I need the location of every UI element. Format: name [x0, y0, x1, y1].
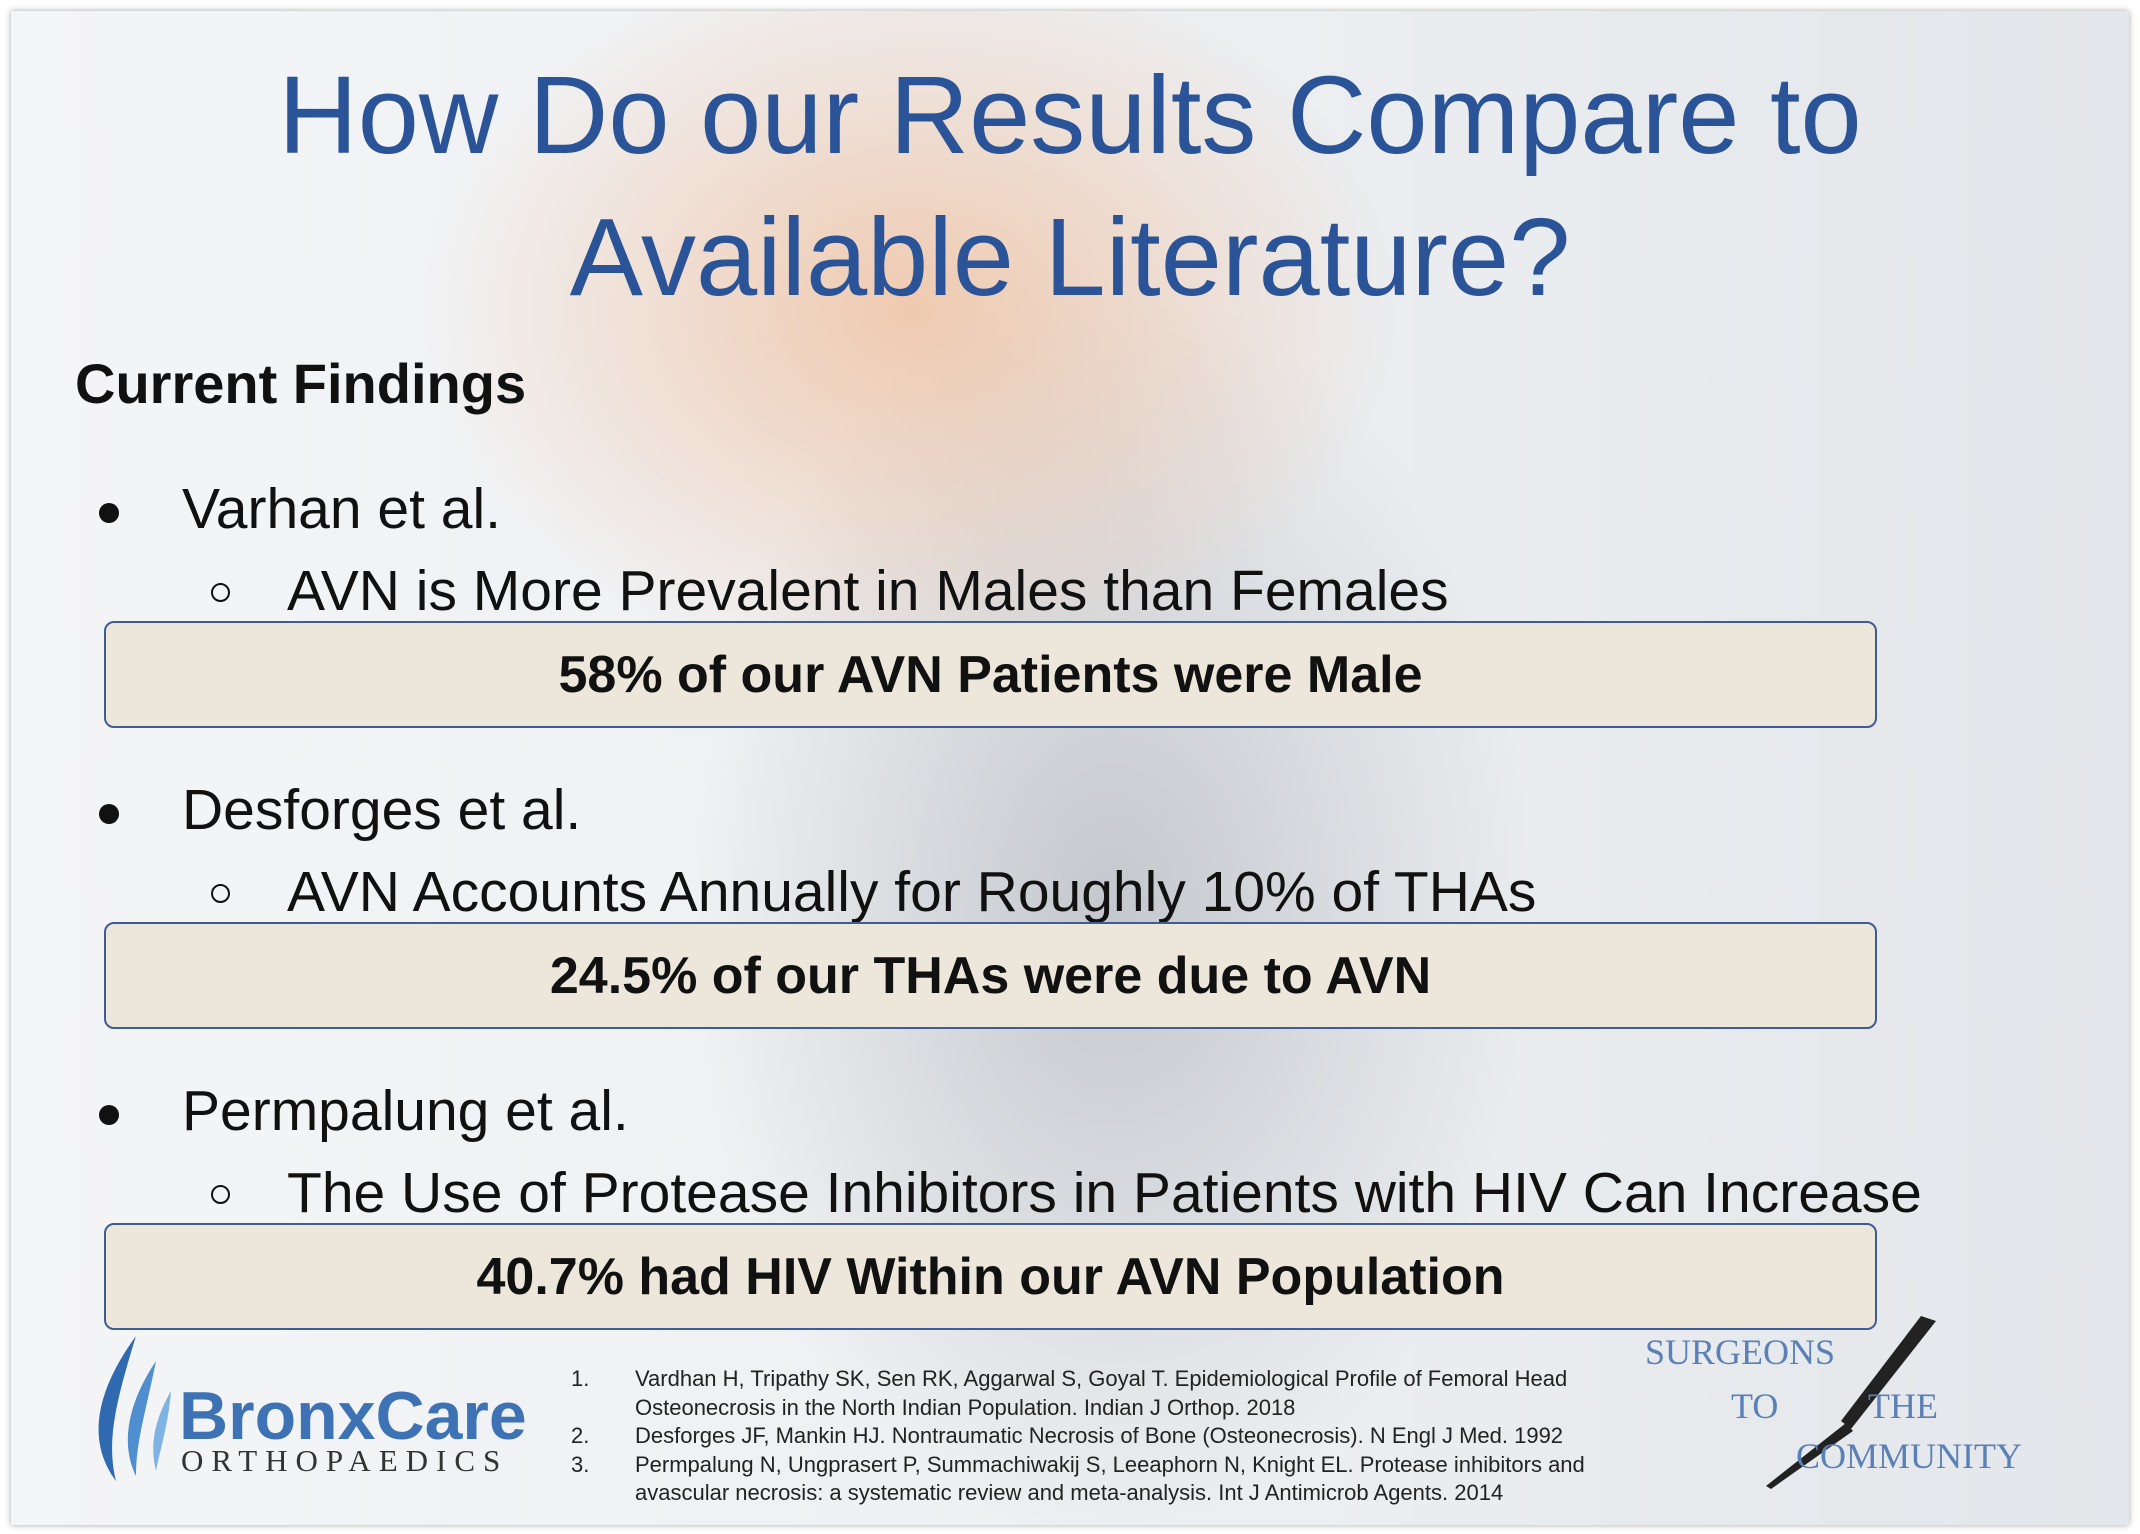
bullet: [99, 1105, 119, 1125]
sub-bullet: [211, 1185, 230, 1204]
reference-text: Desforges JF, Mankin HJ. Nontraumatic Ne…: [635, 1423, 1564, 1448]
reference-text: Osteonecrosis in the North Indian Popula…: [635, 1394, 1296, 1420]
title-line: Available Literature?: [569, 196, 1571, 319]
reference-text: avascular necrosis: a systematic review …: [635, 1480, 1504, 1505]
reference-text: Vardhan H, Tripathy SK, Sen RK, Aggarwal…: [635, 1366, 1568, 1391]
reference-number: 2.: [571, 1423, 590, 1448]
logo-name: BronxCare: [179, 1378, 527, 1454]
author: Permpalung et al.: [182, 1079, 629, 1143]
finding: AVN is More Prevalent in Males than Fema…: [287, 559, 1449, 623]
result-box: 24.5% of our THAs were due to AVN: [104, 922, 1877, 1029]
finding: AVN Accounts Annually for Roughly 10% of…: [287, 860, 1537, 924]
bullet: [99, 804, 119, 824]
result-box: 40.7% had HIV Within our AVN Population: [104, 1223, 1877, 1330]
author: Desforges et al.: [182, 778, 582, 842]
logo-text: THE: [1868, 1386, 1938, 1426]
logo-subtitle: ORTHOPAEDICS: [181, 1443, 509, 1478]
author: Varhan et al.: [182, 477, 501, 541]
logo-text: TO: [1731, 1386, 1779, 1426]
logo-text: SURGEONS: [1645, 1332, 1836, 1372]
logo-text: COMMUNITY: [1796, 1436, 2023, 1476]
sub-bullet: [211, 583, 230, 602]
bullet: [99, 503, 119, 523]
slide: How Do our Results Compare to Available …: [11, 11, 2129, 1525]
reference-number: 3.: [571, 1451, 590, 1477]
title-line: How Do our Results Compare to: [278, 54, 1862, 177]
reference-number: 1.: [571, 1366, 590, 1391]
reference-text: Permpalung N, Ungprasert P, Summachiwaki…: [635, 1451, 1585, 1477]
scalpel-icon: [1766, 1316, 1936, 1489]
finding: The Use of Protease Inhibitors in Patien…: [287, 1161, 1922, 1225]
result-box: 58% of our AVN Patients were Male: [104, 621, 1877, 728]
section-heading: Current Findings: [75, 352, 527, 415]
logo-icon: [98, 1336, 171, 1481]
sub-bullet: [211, 884, 230, 903]
